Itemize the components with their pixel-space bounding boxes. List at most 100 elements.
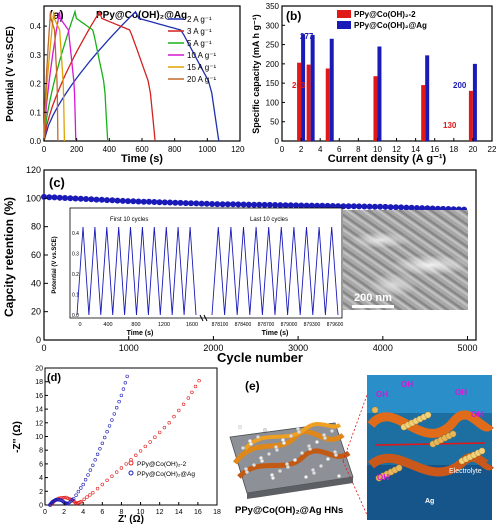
tick-label: 100 [266, 98, 280, 107]
tick-label: 600 [135, 145, 149, 154]
tick-label: 1000 [198, 145, 216, 154]
eis-point [71, 497, 76, 501]
silver-nanoparticles [238, 425, 341, 480]
panel-a-xlabel: Time (s) [121, 153, 163, 165]
eis-point [57, 498, 61, 502]
legend-label: 5 A g⁻¹ [187, 39, 212, 48]
tick-label: 8 [119, 509, 123, 516]
retention-point [219, 201, 226, 208]
tick-label: 20 [31, 307, 41, 317]
eis-point [114, 470, 119, 474]
ag-particle [248, 439, 252, 443]
tick-label: 4 [318, 145, 323, 154]
panel-c-xticks: 0 1000 2000 3000 4000 5000 [41, 336, 478, 353]
inset-ytick: 0.2 [72, 272, 79, 278]
tick-label: 0.3 [30, 51, 42, 60]
eis-point [177, 408, 181, 413]
eis-point [73, 501, 78, 505]
eis-point [79, 486, 83, 490]
ag-particle [274, 445, 278, 449]
panel-b-ylabel: Specific capacity (mA h g⁻¹) [252, 14, 261, 133]
eis-point [125, 374, 129, 379]
tick-label: 20 [35, 366, 43, 373]
retention-point [135, 198, 142, 205]
ag-particle [289, 434, 293, 438]
electrolyte-top [367, 375, 492, 413]
retention-point [67, 195, 74, 202]
panel-b-legend-swatch-red [337, 10, 351, 18]
inset-ytick: 0.3 [72, 252, 79, 258]
tick-label: 250 [266, 41, 280, 50]
ag-particle [337, 474, 341, 478]
eis-point [172, 414, 176, 419]
retention-point [392, 204, 399, 211]
eis-point [162, 425, 167, 430]
eis-point [64, 495, 68, 500]
panel-b-yticks: 0 50 100 150 200 250 300 350 [266, 2, 285, 146]
tick-label: 0.1 [30, 108, 42, 117]
eis-point [153, 435, 157, 439]
legend-label: 15 A g⁻¹ [187, 63, 216, 72]
tick-label: 2 [299, 145, 304, 154]
oh-label-1: OH [376, 390, 388, 399]
eis-point [74, 493, 78, 497]
bar-blue [310, 34, 315, 141]
retention-point [371, 203, 378, 210]
tick-label: 12 [35, 420, 43, 427]
retention-point [308, 202, 315, 209]
panel-b-legend-swatch-blue [337, 21, 351, 29]
eis-point [110, 418, 114, 422]
panel-b-legend-red: PPy@Co(OH)₂-2 [354, 10, 416, 19]
retention-point [398, 204, 405, 211]
panel-b-bars [297, 34, 477, 142]
bar-red [325, 68, 330, 141]
retention-point [408, 204, 415, 211]
panel-a-title: PPy@Co(OH)₂@Ag [96, 10, 187, 21]
eis-point [117, 399, 121, 404]
retention-point [161, 199, 168, 206]
ag-particle [304, 475, 308, 479]
retention-point [356, 203, 363, 210]
tick-label: 6 [100, 509, 104, 516]
retention-point [146, 198, 152, 205]
eis-point [114, 405, 119, 410]
legend-label: 2 A g⁻¹ [187, 15, 212, 24]
panel-b-annot-203: 203 [292, 81, 306, 90]
retention-point [314, 202, 321, 209]
ag-particle [267, 452, 271, 456]
tick-label: 0 [275, 137, 280, 146]
retention-point [303, 202, 310, 209]
retention-point [329, 203, 336, 209]
tick-label: 20 [468, 145, 477, 154]
retention-point [51, 194, 58, 201]
retention-point [266, 201, 273, 208]
ag-particle [244, 467, 248, 471]
tick-label: 16 [35, 393, 43, 400]
tick-label: 10 [35, 434, 43, 441]
panel-d-points [48, 374, 201, 507]
inset-xtick: 879000 [281, 322, 298, 328]
eis-point [60, 496, 65, 500]
bar-blue [301, 34, 306, 141]
tick-label: 200 [70, 145, 84, 154]
inset-xtick: 800 [131, 322, 140, 328]
ag-particle [259, 456, 263, 460]
electrolyte-label: Electrolyte [449, 468, 482, 475]
bar-red [373, 76, 378, 141]
eis-point [85, 495, 89, 499]
retention-point [240, 201, 247, 208]
tick-label: 300 [266, 21, 280, 30]
oh-label-3: OH [455, 388, 467, 397]
nanowire-3 [243, 422, 342, 451]
panel-a-ylabel: Potential (V vs.SCE) [5, 26, 16, 122]
inset-wave-last [211, 226, 339, 316]
eis-point [88, 493, 92, 497]
tick-label: 50 [270, 118, 279, 127]
eis-point [112, 412, 117, 416]
panel-b-legend-blue: PPy@Co(OH)₂@Ag [354, 21, 427, 30]
tick-label: 0 [36, 335, 41, 345]
tick-label: 150 [266, 79, 280, 88]
tick-label: 4000 [373, 343, 393, 353]
retention-point [350, 203, 357, 210]
panel-b-frame [281, 5, 493, 142]
